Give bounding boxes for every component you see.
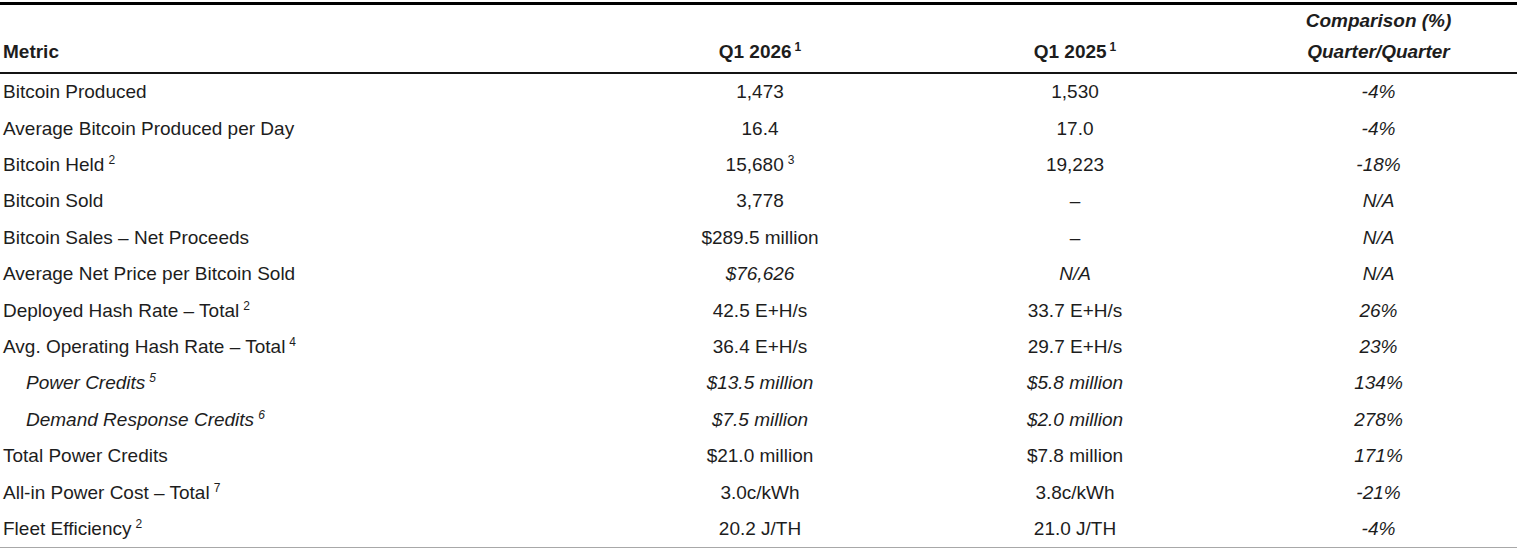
footnote-ref: 2 (108, 153, 115, 167)
q1-2026-value: 3.0c/kWh (610, 474, 910, 510)
comparison-value: N/A (1240, 256, 1517, 292)
metric-label: Demand Response Credits 6 (0, 402, 610, 438)
comparison-value: -4% (1240, 73, 1517, 110)
comparison-value: -4% (1240, 511, 1517, 548)
metric-label-text: Fleet Efficiency (3, 518, 131, 539)
metric-label: Bitcoin Sales – Net Proceeds (0, 220, 610, 256)
q1-2025-value: $7.8 million (910, 438, 1240, 474)
q1-2026-value: 36.4 E+H/s (610, 329, 910, 365)
comparison-value: 171% (1240, 438, 1517, 474)
q1-2026-value: $7.5 million (610, 402, 910, 438)
q1-2025-value: – (910, 220, 1240, 256)
column-header-q1-2025: Q1 20251 (910, 4, 1240, 74)
column-header-q1-2026-label: Q1 2026 (719, 41, 792, 62)
metric-label-text: All-in Power Cost – Total (3, 482, 210, 503)
q1-2026-value: 15,680 3 (610, 147, 910, 183)
q1-2026-value: 1,473 (610, 73, 910, 110)
column-header-comparison: Comparison (%) Quarter/Quarter (1240, 4, 1517, 74)
q1-2025-value: 29.7 E+H/s (910, 329, 1240, 365)
q1-2026-value: $21.0 million (610, 438, 910, 474)
header-row: Metric Q1 20261 Q1 20251 Comparison (%) … (0, 4, 1517, 74)
q1-2025-value: 19,223 (910, 147, 1240, 183)
q1-2026-value: 3,778 (610, 183, 910, 219)
q1-2026-value: $76,626 (610, 256, 910, 292)
table-row: Bitcoin Held 2 15,680 3 19,223 -18% (0, 147, 1517, 183)
comparison-value: 134% (1240, 365, 1517, 401)
metric-label: Deployed Hash Rate – Total 2 (0, 292, 610, 328)
metric-label: Power Credits 5 (0, 365, 610, 401)
q1-2025-value: 21.0 J/TH (910, 511, 1240, 548)
q1-2025-value: 3.8c/kWh (910, 474, 1240, 510)
q1-2025-value: 17.0 (910, 110, 1240, 146)
comparison-header-line1: Comparison (%) (1240, 5, 1517, 36)
column-header-q1-2026: Q1 20261 (610, 4, 910, 74)
comparison-value: N/A (1240, 183, 1517, 219)
table-row: Average Net Price per Bitcoin Sold $76,6… (0, 256, 1517, 292)
comparison-value: 26% (1240, 292, 1517, 328)
q1-2025-value: N/A (910, 256, 1240, 292)
footnote-ref: 6 (258, 408, 265, 422)
table-row: All-in Power Cost – Total 7 3.0c/kWh 3.8c… (0, 474, 1517, 510)
comparison-value: -4% (1240, 110, 1517, 146)
metric-label: All-in Power Cost – Total 7 (0, 474, 610, 510)
comparison-value: 278% (1240, 402, 1517, 438)
metric-label: Bitcoin Produced (0, 73, 610, 110)
footnote-ref: 1 (795, 40, 802, 54)
table-row: Total Power Credits $21.0 million $7.8 m… (0, 438, 1517, 474)
table-row: Average Bitcoin Produced per Day 16.4 17… (0, 110, 1517, 146)
column-header-q1-2025-label: Q1 2025 (1034, 41, 1107, 62)
table-row: Bitcoin Sold 3,778 – N/A (0, 183, 1517, 219)
metric-label: Average Bitcoin Produced per Day (0, 110, 610, 146)
q1-2025-value: – (910, 183, 1240, 219)
footnote-ref: 2 (243, 299, 250, 313)
table-row-subitem: Demand Response Credits 6 $7.5 million $2… (0, 402, 1517, 438)
q1-2025-value: $2.0 million (910, 402, 1240, 438)
table-row: Avg. Operating Hash Rate – Total 4 36.4 E… (0, 329, 1517, 365)
q1-2026-value: 20.2 J/TH (610, 511, 910, 548)
q1-2026-value: 42.5 E+H/s (610, 292, 910, 328)
footnote-ref: 3 (788, 153, 795, 167)
comparison-value: N/A (1240, 220, 1517, 256)
footnote-ref: 7 (214, 481, 221, 495)
q1-2025-value: 1,530 (910, 73, 1240, 110)
metric-label-text: Demand Response Credits (26, 409, 254, 430)
column-header-metric: Metric (0, 4, 610, 74)
comparison-value: -21% (1240, 474, 1517, 510)
metric-label-text: Avg. Operating Hash Rate – Total (3, 336, 285, 357)
q1-2026-value: $289.5 million (610, 220, 910, 256)
q1-2026-value: $13.5 million (610, 365, 910, 401)
q1-2026-value-text: 15,680 (726, 154, 784, 175)
metric-label: Average Net Price per Bitcoin Sold (0, 256, 610, 292)
metric-label: Bitcoin Held 2 (0, 147, 610, 183)
footnote-ref: 1 (1110, 40, 1117, 54)
metric-label-text: Power Credits (26, 372, 145, 393)
metric-label-text: Bitcoin Held (3, 154, 104, 175)
q1-2026-value: 16.4 (610, 110, 910, 146)
table-row: Fleet Efficiency 2 20.2 J/TH 21.0 J/TH -4… (0, 511, 1517, 548)
footnote-ref: 4 (289, 335, 296, 349)
table-row: Bitcoin Produced 1,473 1,530 -4% (0, 73, 1517, 110)
table-row: Deployed Hash Rate – Total 2 42.5 E+H/s 3… (0, 292, 1517, 328)
metric-label: Bitcoin Sold (0, 183, 610, 219)
footnote-ref: 5 (149, 371, 156, 385)
comparison-value: -18% (1240, 147, 1517, 183)
metric-label: Fleet Efficiency 2 (0, 511, 610, 548)
q1-2025-value: $5.8 million (910, 365, 1240, 401)
metric-label: Avg. Operating Hash Rate – Total 4 (0, 329, 610, 365)
footnote-ref: 2 (135, 517, 142, 531)
metrics-comparison-table: Metric Q1 20261 Q1 20251 Comparison (%) … (0, 2, 1517, 548)
comparison-header-line2: Quarter/Quarter (1240, 36, 1517, 67)
table-row-subitem: Power Credits 5 $13.5 million $5.8 millio… (0, 365, 1517, 401)
comparison-value: 23% (1240, 329, 1517, 365)
q1-2025-value: 33.7 E+H/s (910, 292, 1240, 328)
metrics-comparison-section: Metric Q1 20261 Q1 20251 Comparison (%) … (0, 0, 1517, 548)
metric-label: Total Power Credits (0, 438, 610, 474)
metric-label-text: Deployed Hash Rate – Total (3, 300, 239, 321)
table-row: Bitcoin Sales – Net Proceeds $289.5 mill… (0, 220, 1517, 256)
